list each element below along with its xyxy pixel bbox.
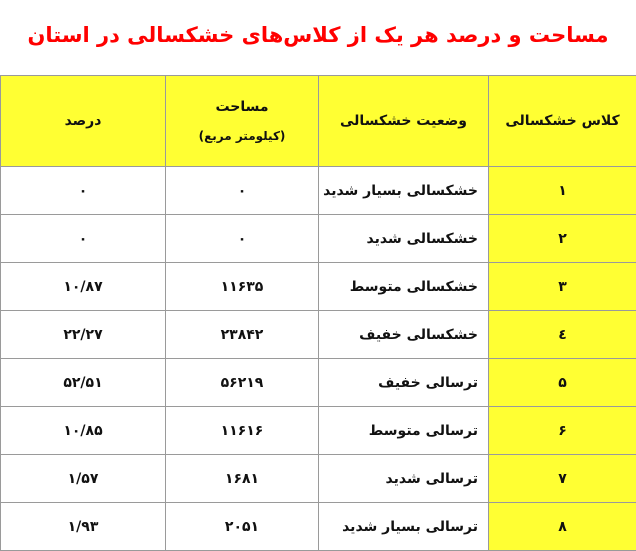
table-cell: ۱۰/۸۷ bbox=[0, 262, 166, 311]
table-cell: ۷ bbox=[488, 454, 636, 503]
table-cell: ۲۰۵۱ bbox=[165, 502, 319, 551]
table-body: ۱ خشکسالی بسیار شدید ۰ ۰ ۲ خشکسالی شدید ۰ ۰ ۳ خشک… bbox=[0, 166, 636, 551]
table-row: ۱ خشکسالی بسیار شدید ۰ ۰ bbox=[0, 166, 636, 215]
table-cell: ۲۳۸۴۲ bbox=[165, 310, 319, 359]
table-row: ۶ ترسالی متوسط ۱۱۶۱۶ ۱۰/۸۵ bbox=[0, 406, 636, 455]
table-cell: ترسالی متوسط bbox=[318, 406, 489, 455]
table-cell: ۵ bbox=[488, 358, 636, 407]
table-cell: ۲۲/۲۷ bbox=[0, 310, 166, 359]
table-row: ۷ ترسالی شدید ۱۶۸۱ ۱/۵۷ bbox=[0, 454, 636, 503]
table: کلاس خشکسالی وضعیت خشکسالی مساحت (کیلومتر… bbox=[0, 75, 636, 551]
table-cell: ٤ bbox=[488, 310, 636, 359]
table-cell: ۱۱۶۱۶ bbox=[165, 406, 319, 455]
table-cell: ۸ bbox=[488, 502, 636, 551]
header-cell: وضعیت خشکسالی bbox=[318, 75, 489, 167]
title: مساحت و درصد هر یک از کلاس‌های خشکسالی د… bbox=[27, 23, 609, 117]
table-cell: ترسالی شدید bbox=[318, 454, 489, 503]
table-cell: ۰ bbox=[0, 214, 166, 263]
table-row: ۸ ترسالی بسیار شدید ۲۰۵۱ ۱/۹۳ bbox=[0, 502, 636, 551]
table-cell: خشکسالی شدید bbox=[318, 214, 489, 263]
table-row: ۵ ترسالی خفیف ۵۶۲۱۹ ۵۲/۵۱ bbox=[0, 358, 636, 407]
table-cell: ۵۶۲۱۹ bbox=[165, 358, 319, 407]
table-cell: ۱۱۶۳۵ bbox=[165, 262, 319, 311]
table-cell: خشکسالی بسیار شدید bbox=[318, 166, 489, 215]
header-text: مساحت bbox=[215, 99, 269, 115]
table-cell: ۰ bbox=[165, 214, 319, 263]
table-cell: ۵۲/۵۱ bbox=[0, 358, 166, 407]
table-row: ۲ خشکسالی شدید ۰ ۰ bbox=[0, 214, 636, 263]
table-cell: ۱/۵۷ bbox=[0, 454, 166, 503]
table-row: ٤ خشکسالی خفیف ۲۳۸۴۲ ۲۲/۲۷ bbox=[0, 310, 636, 359]
table-cell: خشکسالی متوسط bbox=[318, 262, 489, 311]
header-cell: درصد bbox=[0, 75, 166, 167]
table-cell: ۱ bbox=[488, 166, 636, 215]
table-cell: ترسالی خفیف bbox=[318, 358, 489, 407]
header-row: کلاس خشکسالی وضعیت خشکسالی مساحت (کیلومتر… bbox=[0, 75, 636, 167]
table-cell: ۱۰/۸۵ bbox=[0, 406, 166, 455]
header-unit: (کیلومتر مربع) bbox=[198, 129, 286, 143]
header-cell: کلاس خشکسالی bbox=[488, 75, 636, 167]
table-cell: ترسالی بسیار شدید bbox=[318, 502, 489, 551]
table-cell: ۰ bbox=[165, 166, 319, 215]
table-cell: ۱/۹۳ bbox=[0, 502, 166, 551]
table-cell: ۲ bbox=[488, 214, 636, 263]
table-cell: ۱۶۸۱ bbox=[165, 454, 319, 503]
table-cell: ۳ bbox=[488, 262, 636, 311]
table-cell: ۰ bbox=[0, 166, 166, 215]
table-row: ۳ خشکسالی متوسط ۱۱۶۳۵ ۱۰/۸۷ bbox=[0, 262, 636, 311]
table-cell: ۶ bbox=[488, 406, 636, 455]
header-cell: مساحت (کیلومتر مربع) bbox=[165, 75, 319, 167]
table-cell: خشکسالی خفیف bbox=[318, 310, 489, 359]
